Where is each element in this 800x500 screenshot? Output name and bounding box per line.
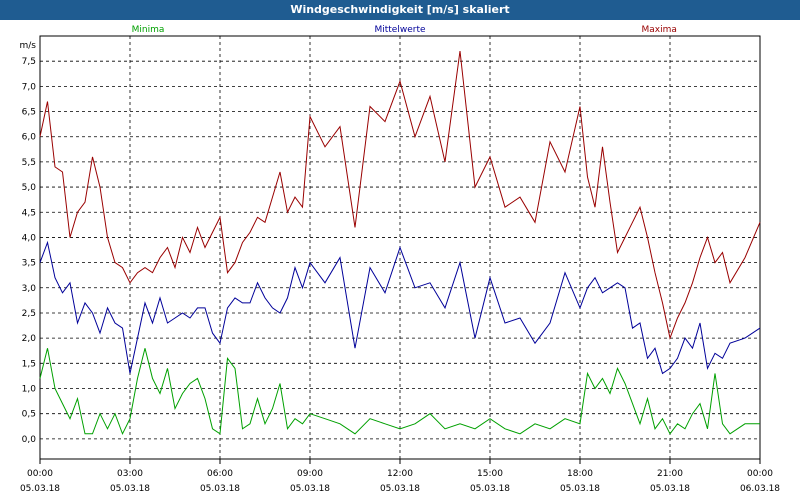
y-tick-label: 0,5 <box>22 410 36 420</box>
x-tick-date: 05.03.18 <box>200 484 240 494</box>
legend-mittelwerte: Mittelwerte <box>374 25 425 35</box>
x-tick-date: 05.03.18 <box>560 484 600 494</box>
series-line-minima <box>39 348 760 436</box>
grid <box>40 36 760 459</box>
y-tick-label: 3,0 <box>22 284 37 294</box>
series-line-mittelwerte <box>39 240 761 375</box>
y-tick-label: 1,5 <box>22 359 36 369</box>
x-tick-time: 12:00 <box>387 469 413 479</box>
y-tick-label: 6,5 <box>22 108 36 118</box>
x-tick-date: 05.03.18 <box>110 484 150 494</box>
series-line-maxima <box>39 51 761 340</box>
series-lines <box>39 51 761 436</box>
y-axis-label: m/s <box>20 41 37 51</box>
y-tick-label: 5,5 <box>22 158 36 168</box>
x-tick-date: 05.03.18 <box>380 484 420 494</box>
y-tick-label: 7,5 <box>22 57 36 67</box>
x-tick-date: 05.03.18 <box>290 484 330 494</box>
y-tick-label: 4,0 <box>22 233 37 243</box>
y-tick-label: 5,0 <box>22 183 37 193</box>
y-tick-label: 0,0 <box>22 435 37 445</box>
x-tick-date: 05.03.18 <box>470 484 510 494</box>
y-tick-label: 1,0 <box>22 385 37 395</box>
x-tick-time: 06:00 <box>207 469 233 479</box>
wind-speed-chart: 7,5 7,0 6,5 6,0 5,5 5,0 4,5 4,0 3,5 3,0 2,5 2,0 1,5 1… <box>20 25 781 494</box>
y-tick-label: 7,0 <box>22 82 37 92</box>
axes: 7,5 7,0 6,5 6,0 5,5 5,0 4,5 4,0 3,5 3,0 2,5 2,0 1,5 1… <box>20 35 780 494</box>
legend-maxima: Maxima <box>642 25 677 35</box>
x-tick-time: 21:00 <box>657 469 683 479</box>
x-tick-time: 09:00 <box>297 469 323 479</box>
y-tick-label: 2,5 <box>22 309 36 319</box>
y-tick-label: 4,5 <box>22 208 36 218</box>
y-tick-label: 3,5 <box>22 259 36 269</box>
x-tick-time: 03:00 <box>117 469 143 479</box>
x-tick-date: 06.03.18 <box>740 484 780 494</box>
legend: Minima Mittelwerte Maxima <box>132 25 677 35</box>
x-tick-time: 15:00 <box>477 469 503 479</box>
chart-title: Windgeschwindigkeit [m/s] skaliert <box>0 0 800 20</box>
legend-minima: Minima <box>132 25 165 35</box>
x-tick-date: 05.03.18 <box>20 484 60 494</box>
x-tick-date: 05.03.18 <box>650 484 690 494</box>
x-tick-time: 18:00 <box>567 469 593 479</box>
y-tick-label: 2,0 <box>22 334 37 344</box>
x-tick-time: 00:00 <box>747 469 773 479</box>
x-tick-time: 00:00 <box>27 469 53 479</box>
y-tick-label: 6,0 <box>22 133 37 143</box>
